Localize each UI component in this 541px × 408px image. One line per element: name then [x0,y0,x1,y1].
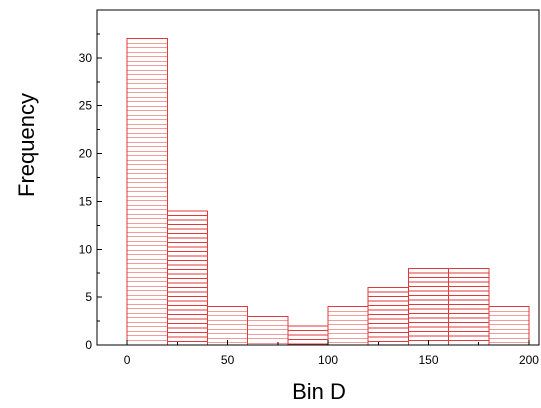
histogram-bar-outline [166,210,208,346]
histogram-bar-outline [207,306,249,346]
histogram-bar-outline [327,306,369,346]
histogram-bar-outline [287,325,329,346]
y-tick-label: 15 [79,194,93,208]
x-tick-label: 0 [124,353,131,367]
histogram-bar-outline [407,267,450,346]
y-tick-label: 5 [85,290,92,304]
histogram-bar [448,267,490,346]
x-tick-label: 100 [318,353,338,367]
x-tick-label: 200 [519,353,539,367]
histogram-bar [327,306,369,346]
ticks-layer: 0 50 100 150 200 0 5 10 15 20 25 30 [79,33,539,367]
histogram-bar-outline [367,287,409,346]
histogram-bar [488,306,530,346]
y-tick-label: 10 [79,242,93,256]
y-tick-label: 25 [79,99,93,113]
histogram-bar [407,267,450,346]
bars-layer [126,38,530,346]
histogram-bar [247,315,289,346]
y-tick-label: 20 [79,147,93,161]
histogram-bar [207,306,249,346]
histogram-bar [166,210,208,346]
histogram-bar-outline [448,267,490,346]
histogram-bar-outline [488,306,530,346]
y-tick-label: 0 [85,338,92,352]
x-tick-label: 150 [418,353,438,367]
x-axis-title: Bin D [292,379,346,404]
x-tick-label: 50 [221,353,235,367]
histogram-bar [287,325,329,346]
y-tick-label: 30 [79,51,93,65]
histogram-bar [367,287,409,346]
histogram-bar [126,38,168,346]
y-axis-title: Frequency [14,93,39,197]
